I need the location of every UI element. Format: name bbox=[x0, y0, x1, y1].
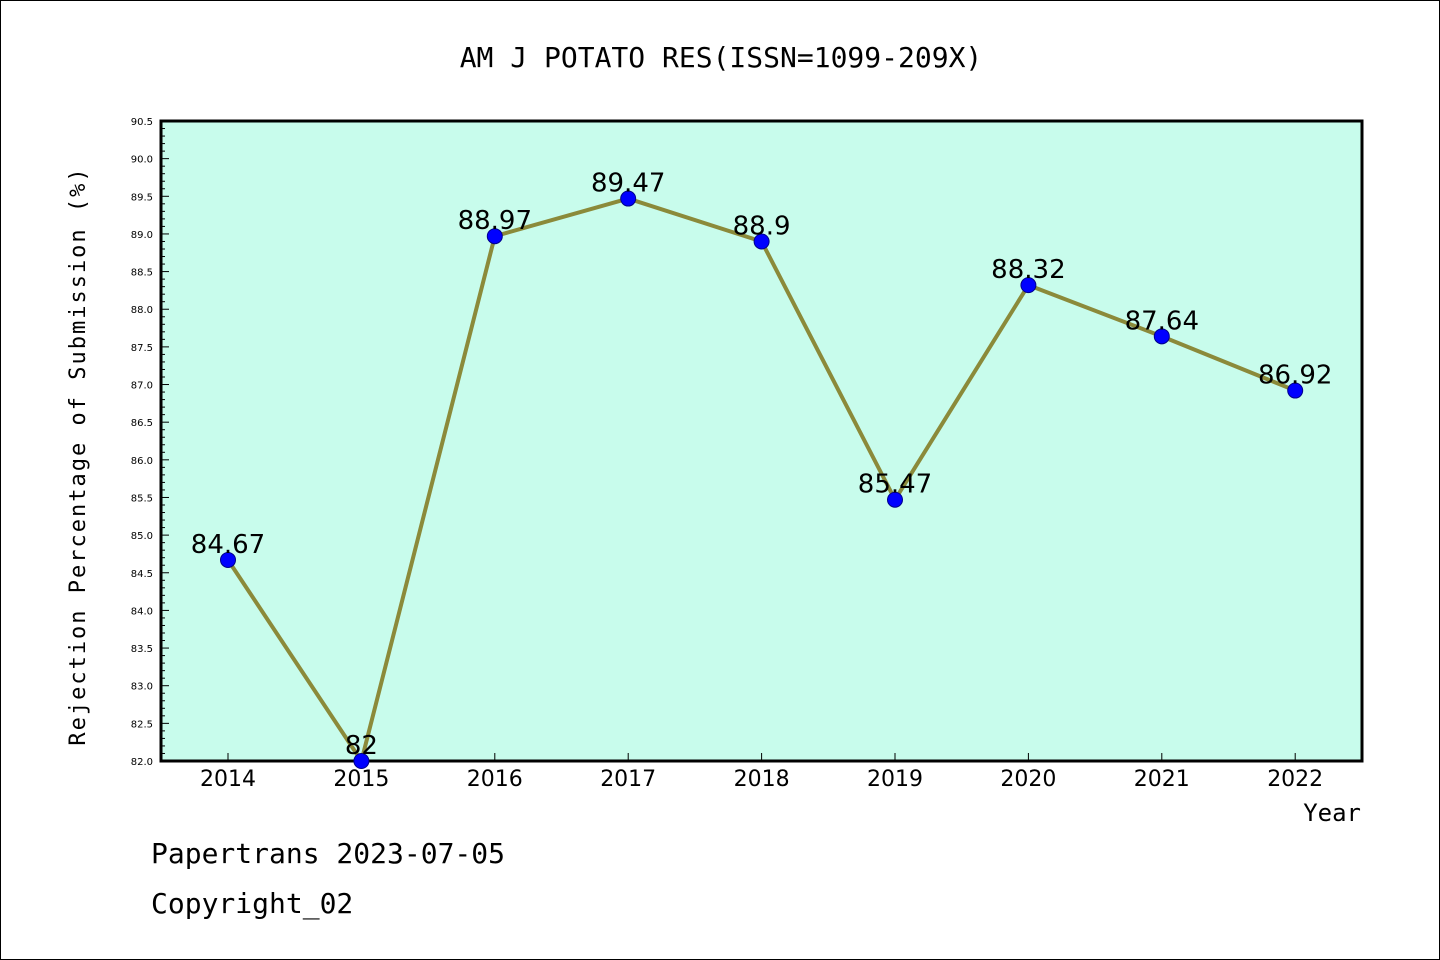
y-tick-label: 84.0 bbox=[131, 606, 153, 617]
data-label: 86.92 bbox=[1258, 361, 1332, 391]
y-tick-label: 87.5 bbox=[131, 343, 153, 354]
y-tick-label: 90.0 bbox=[131, 155, 153, 166]
y-tick-label: 85.5 bbox=[131, 493, 153, 504]
data-label: 88.97 bbox=[458, 206, 532, 236]
data-label: 84.67 bbox=[191, 530, 265, 560]
y-tick-label: 82.5 bbox=[131, 719, 153, 730]
x-tick-label: 2017 bbox=[600, 767, 656, 792]
y-tick-label: 87.0 bbox=[131, 381, 153, 392]
x-tick-label: 2019 bbox=[867, 767, 923, 792]
data-point-marker bbox=[1153, 328, 1170, 345]
x-tick-label: 2018 bbox=[734, 767, 790, 792]
x-tick-label: 2014 bbox=[200, 767, 256, 792]
data-point-marker bbox=[486, 228, 503, 245]
data-point-marker bbox=[1287, 382, 1304, 399]
y-axis-ticks: 82.0 82.5 83.0 83.5 84.0 84.5 85.0 85.5 86.0 86.5… bbox=[131, 117, 169, 768]
y-tick-label: 82.0 bbox=[131, 757, 153, 768]
chart-title: AM J POTATO RES(ISSN=1099-209X) bbox=[460, 41, 983, 74]
plot-area bbox=[159, 119, 1364, 763]
data-point-marker bbox=[753, 233, 770, 250]
data-label: 85.47 bbox=[858, 470, 932, 500]
x-axis-label: Year bbox=[1303, 799, 1361, 827]
data-label: 89.47 bbox=[591, 169, 665, 199]
footer-papertrans-date: Papertrans 2023-07-05 bbox=[151, 837, 506, 870]
y-tick-label: 89.0 bbox=[131, 230, 153, 241]
data-label: 88.32 bbox=[991, 255, 1065, 285]
y-tick-label: 83.5 bbox=[131, 644, 153, 655]
y-tick-label: 84.5 bbox=[131, 569, 153, 580]
data-point-marker bbox=[887, 491, 903, 508]
data-point-marker bbox=[620, 190, 637, 207]
y-tick-label: 86.0 bbox=[131, 456, 153, 467]
x-tick-label: 2022 bbox=[1267, 767, 1323, 792]
y-axis-label: Rejection Percentage of Submission (%) bbox=[66, 166, 91, 745]
y-tick-label: 83.0 bbox=[131, 682, 153, 693]
data-labels: 84.67 82 88.97 89.47 88.9 85.47 88.32 87.64 86.9… bbox=[191, 169, 1333, 761]
x-tick-label: 2020 bbox=[1000, 767, 1056, 792]
data-point-marker bbox=[220, 551, 236, 568]
y-tick-label: 89.5 bbox=[131, 192, 153, 203]
data-label: 88.9 bbox=[733, 211, 791, 241]
y-tick-label: 90.5 bbox=[131, 117, 153, 128]
data-label: 82 bbox=[345, 731, 378, 761]
data-point-marker bbox=[353, 753, 370, 769]
footer-copyright: Copyright_02 bbox=[151, 887, 354, 920]
x-tick-label: 2021 bbox=[1134, 767, 1190, 792]
x-axis-ticks: 2014 2015 2016 2017 2018 2019 2020 2021 2022 bbox=[200, 753, 1323, 792]
x-tick-label: 2015 bbox=[333, 767, 389, 792]
x-tick-label: 2016 bbox=[467, 767, 523, 792]
y-tick-label: 86.5 bbox=[131, 418, 153, 429]
data-label: 87.64 bbox=[1125, 306, 1199, 336]
y-tick-label: 88.0 bbox=[131, 305, 153, 316]
y-tick-label: 88.5 bbox=[131, 268, 153, 279]
data-markers bbox=[220, 190, 1304, 769]
data-point-marker bbox=[1020, 277, 1037, 294]
y-tick-label: 85.0 bbox=[131, 531, 153, 542]
